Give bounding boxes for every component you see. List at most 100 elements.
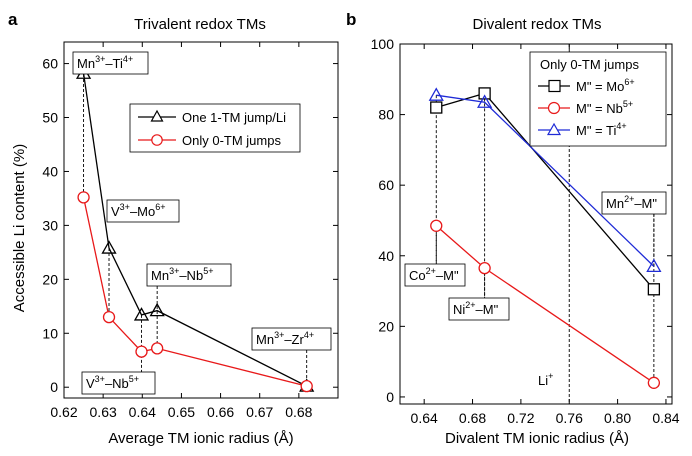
panel-a: a Trivalent redox TMs 0 10 20 30 40 50 60 0.62…: [8, 10, 339, 447]
panel-a-title: Trivalent redox TMs: [134, 16, 266, 33]
data-point: [430, 101, 443, 114]
annotation-sup: 5+: [129, 374, 139, 384]
panel-a-annotation-mn-ti: Mn3+–Ti4+: [72, 51, 149, 75]
x-tick-label: 0.68: [285, 404, 312, 420]
annotation-mid: –Mo: [130, 204, 155, 219]
data-point: [149, 302, 165, 317]
y-tick-label: 40: [378, 248, 394, 264]
data-point: [428, 87, 444, 101]
annotation-mid: –Ti: [105, 56, 123, 71]
legend-title: Only 0-TM jumps: [540, 57, 639, 72]
x-tick-label: 0.76: [556, 410, 583, 426]
y-tick-label: 20: [42, 271, 58, 287]
annotation-base: Mn: [256, 332, 274, 347]
svg-text:Mn3+–Ti4+: Mn3+–Ti4+: [77, 54, 133, 71]
panel-b-x-ticks: 0.64 0.68 0.72 0.76 0.80 0.84: [411, 44, 680, 426]
y-tick-label: 20: [378, 318, 394, 334]
panel-b-annotation-ni: Ni2+–M": [448, 297, 510, 321]
annotation-base: V: [111, 204, 120, 219]
y-tick-label: 80: [378, 107, 394, 123]
data-point: [478, 87, 491, 100]
x-tick-label: 0.64: [129, 404, 156, 420]
y-tick-label: 50: [42, 110, 58, 126]
legend-circle-icon: [151, 134, 163, 146]
svg-text:V3+–Mo6+: V3+–Mo6+: [111, 202, 166, 219]
legend-square-icon: [548, 79, 561, 93]
data-point: [151, 342, 164, 355]
legend-item-label: One 1-TM jump/Li: [182, 110, 286, 125]
panel-b-legend: Only 0-TM jumps M" = Mo6+ M" = Nb5+ M" =…: [529, 51, 667, 147]
y-tick-label: 40: [42, 163, 58, 179]
panel-b-annotation-mn: Mn2+–M": [601, 191, 667, 215]
series-line: [82, 73, 307, 387]
data-point: [646, 258, 662, 273]
legend-triangle-icon: [546, 122, 562, 136]
y-tick-label: 0: [50, 379, 58, 395]
legend-item-label: M" = Nb5+: [576, 99, 633, 116]
annotation-sup: 2+: [426, 266, 436, 276]
legend-item-label: M" = Mo6+: [576, 77, 635, 94]
annotation-base: Co: [409, 268, 426, 283]
panel-a-x-axis-label: Average TM ionic radius (Å): [108, 430, 293, 447]
x-tick-label: 0.64: [411, 410, 438, 426]
x-tick-label: 0.66: [207, 404, 234, 420]
annotation-sup: 3+: [120, 202, 130, 212]
x-tick-label: 0.80: [604, 410, 631, 426]
panel-b-title: Divalent redox TMs: [473, 16, 602, 33]
svg-text:Mn2+–M": Mn2+–M": [606, 194, 657, 211]
panel-b-x-axis-label: Divalent TM ionic radius (Å): [445, 430, 629, 447]
x-tick-label: 0.62: [50, 404, 77, 420]
panel-a-x-ticks: 0.62 0.63 0.64 0.65 0.66 0.67 0.68: [50, 42, 313, 420]
panel-b-label: b: [346, 10, 356, 29]
annotation-base: Mn: [151, 268, 169, 283]
data-point: [430, 219, 443, 232]
panel-a-label: a: [8, 10, 18, 29]
annotation-base: Ni: [453, 302, 465, 317]
y-tick-label: 10: [42, 325, 58, 341]
panel-a-legend: One 1-TM jump/Li Only 0-TM jumps: [129, 103, 301, 153]
y-tick-label: 0: [386, 389, 394, 405]
panel-b-frame: [399, 43, 673, 405]
data-point: [77, 191, 90, 204]
x-tick-label: 0.65: [168, 404, 195, 420]
annotation-sup: 3+: [95, 54, 105, 64]
annotation-mid: –Zr: [284, 332, 304, 347]
legend-circle-icon: [547, 101, 561, 115]
svg-text:Co2+–M": Co2+–M": [409, 266, 459, 283]
x-tick-label: 0.63: [90, 404, 117, 420]
x-tick-label: 0.68: [459, 410, 486, 426]
panel-a-annotation-v-mo: V3+–Mo6+: [106, 199, 180, 223]
data-point: [300, 379, 313, 393]
annotation-sup: 3+: [95, 374, 105, 384]
annotation-mid: –M": [476, 302, 499, 317]
panel-b-annotation-co: Co2+–M": [404, 263, 466, 287]
annotation-sup: 3+: [169, 266, 179, 276]
annotation-base: Mn: [606, 196, 624, 211]
x-tick-label: 0.84: [652, 410, 679, 426]
annotation-base: V: [86, 376, 95, 391]
svg-text:V3+–Nb5+: V3+–Nb5+: [86, 374, 139, 391]
data-point: [478, 261, 491, 275]
data-point: [102, 310, 116, 324]
data-point: [647, 376, 661, 389]
panel-a-y-ticks: 0 10 20 30 40 50 60: [42, 56, 338, 395]
annotation-sup: 4+: [304, 330, 314, 340]
li-line-label: Li+: [538, 371, 553, 388]
annotation-mid: –Nb: [105, 376, 129, 391]
svg-text:Mn3+–Nb5+: Mn3+–Nb5+: [151, 266, 213, 283]
panel-a-annotation-v-nb: V3+–Nb5+: [81, 371, 156, 395]
y-tick-label: 30: [42, 217, 58, 233]
y-tick-label: 60: [378, 177, 394, 193]
panel-b-y-ticks: 0 20 40 60 80 100: [371, 36, 672, 405]
panel-a-annotation-mn-zr: Mn3+–Zr4+: [251, 327, 332, 351]
data-point: [647, 283, 661, 296]
x-tick-label: 0.72: [507, 410, 534, 426]
annotation-mid: –Nb: [179, 268, 203, 283]
annotation-mid: –M": [436, 268, 459, 283]
data-point: [477, 94, 493, 108]
annotation-sup: 2+: [624, 194, 634, 204]
legend-triangle-icon: [150, 109, 164, 122]
panel-a-series: [75, 65, 315, 393]
svg-text:Ni2+–M": Ni2+–M": [453, 300, 499, 317]
